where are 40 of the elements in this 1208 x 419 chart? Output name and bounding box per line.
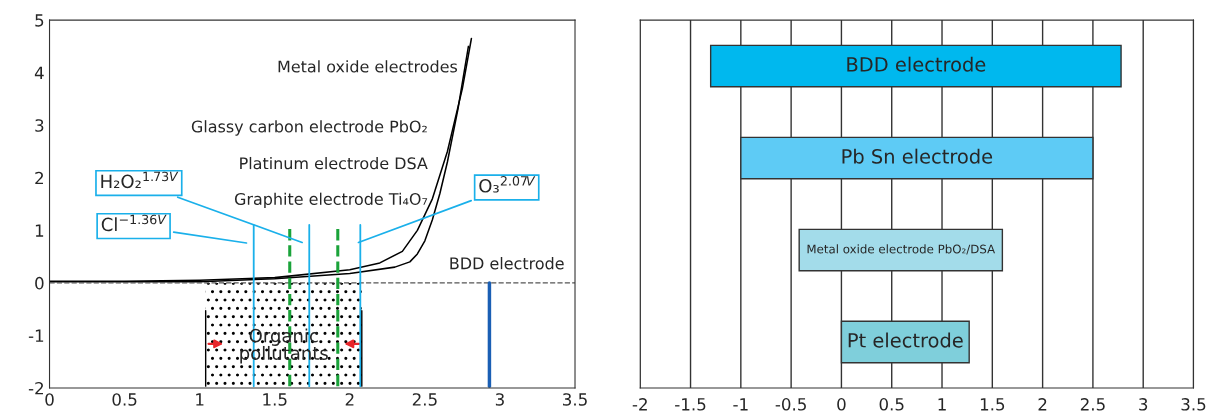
x-tick-label: -1 [733,398,748,411]
y-tick-label: -1 [28,329,44,342]
category-label: Pb Sn electrode [842,148,993,164]
x-tick-label: 3.5 [563,393,587,406]
y-tick-label: 2 [35,171,43,185]
x-tick-label: 2 [1038,398,1047,411]
x-tick-label: 0 [45,393,54,406]
x-tick-label: 0.5 [112,393,137,406]
x-tick-label: 0.5 [879,398,904,411]
x-tick-label: 0 [837,398,846,411]
category-label: Pt electrode [848,332,963,348]
ref-line-label: Cl$^{−1.36V}$ [101,214,167,232]
x-tick-label: 2 [345,393,354,406]
x-tick-label: -2 [632,398,647,411]
annotation: Metal oxide electrodes [278,60,458,73]
x-tick-label: 1 [196,393,204,406]
x-tick-label: 1.5 [980,398,1005,411]
y-tick-label: 1 [35,224,44,237]
y-tick-label: -2 [28,381,43,395]
x-tick-label: 1 [938,398,946,411]
annotation: Glassy carbon electrode PbO₂ [191,120,427,136]
category-label: Metal oxide electrode PbO₂/DSA [807,244,996,255]
annotation: Graphite electrode Ti₄O₇ [234,192,428,209]
x-tick-label: 1.5 [263,393,287,406]
x-tick-label: 3 [1139,398,1148,411]
x-tick-label: -0.5 [775,398,806,411]
ref-line-label: O₃$^{2.07V}$ [479,176,536,193]
x-tick-label: -1.5 [675,398,706,411]
annotation: BDD electrode [450,257,564,270]
y-tick-label: 3 [35,119,44,132]
x-tick-label: 2.5 [1080,398,1105,411]
x-tick-label: 3 [495,393,504,406]
x-tick-label: 2.5 [412,393,437,406]
y-tick-label: 0 [35,276,44,290]
y-tick-label: 5 [35,14,44,27]
annotation: Platinum electrode DSA [240,156,428,170]
category-label: BDD electrode [847,56,986,72]
y-tick-label: 4 [34,66,44,79]
ref-line-label: H₂O₂$^{1.73V}$ [101,171,179,189]
x-tick-label: 3.5 [1181,398,1206,411]
